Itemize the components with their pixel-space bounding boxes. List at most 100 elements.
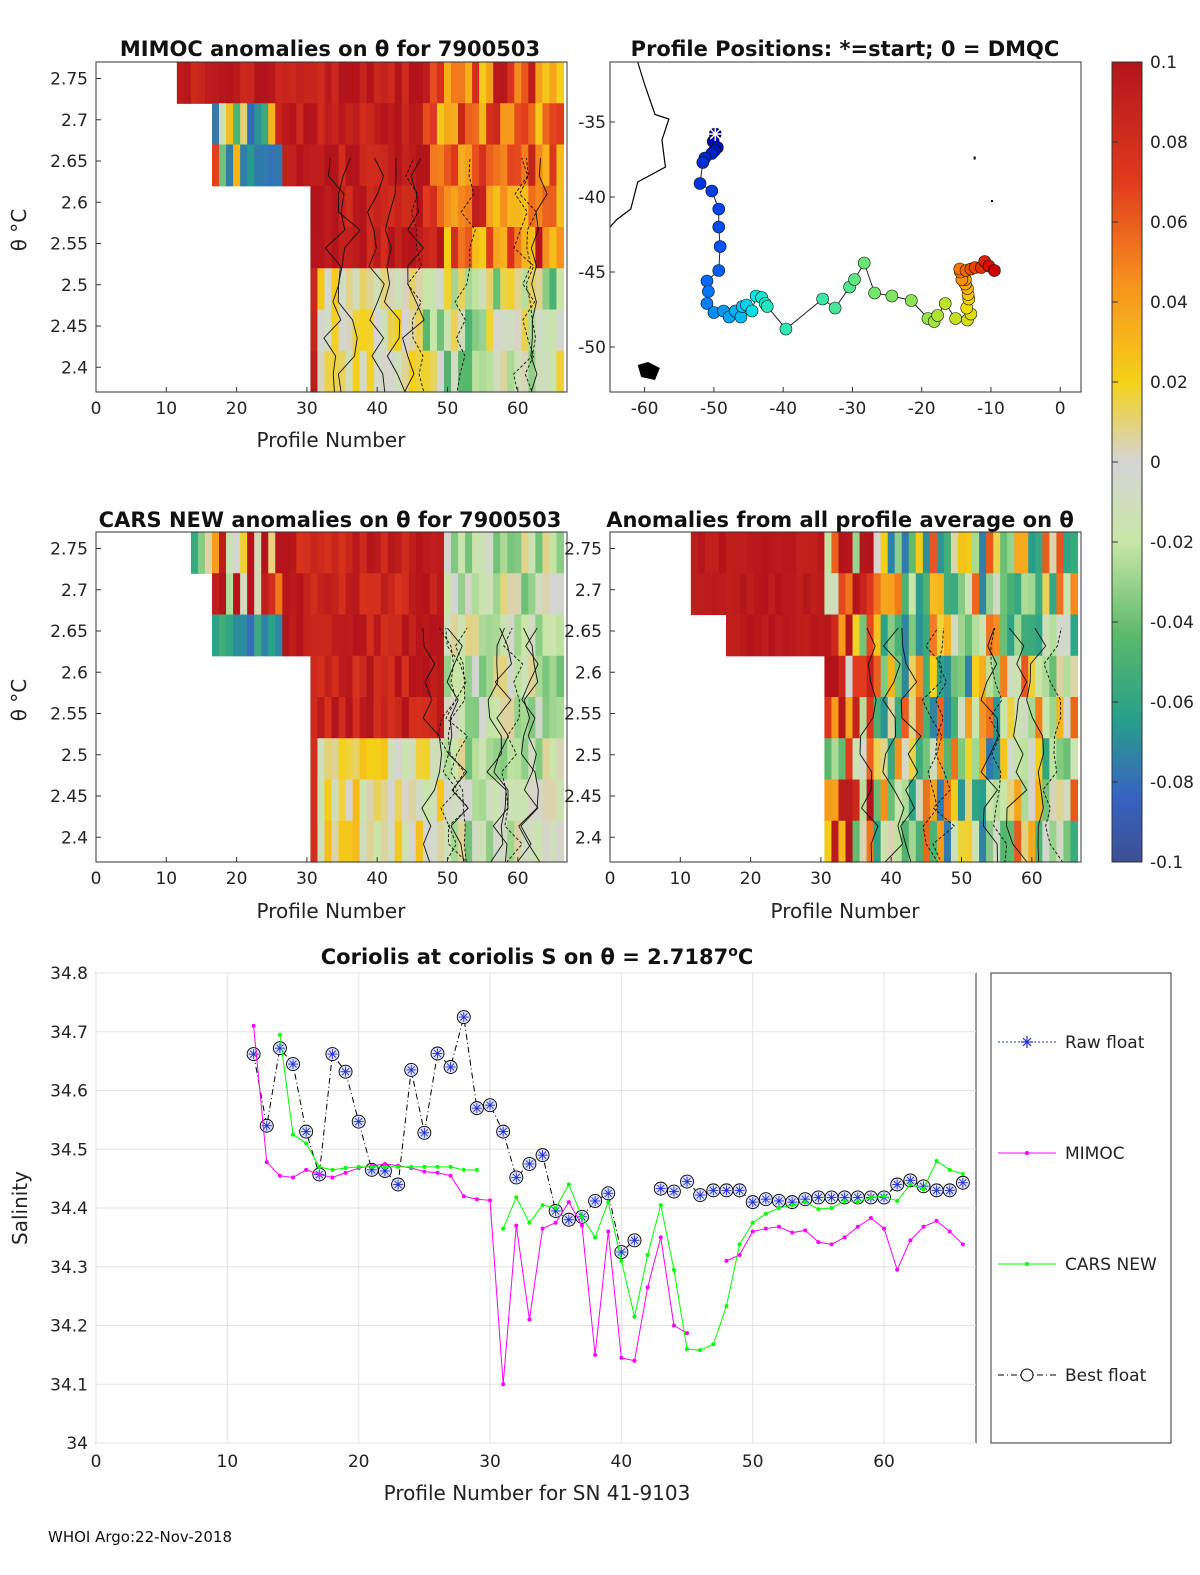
heatmap-cell (1049, 573, 1057, 616)
x-tick-label: 50 (951, 869, 973, 889)
heatmap-cell (929, 820, 938, 863)
heatmap-cell (296, 103, 304, 146)
heatmap-cell (761, 614, 769, 657)
heatmap-cell (528, 144, 536, 187)
data-point (527, 1220, 532, 1225)
heatmap-cell (838, 532, 847, 574)
heatmap-cell (542, 103, 551, 146)
data-point (921, 1224, 926, 1229)
heatmap-cell (324, 103, 333, 146)
heatmap-cell (929, 573, 938, 616)
heatmap-cell (972, 738, 980, 781)
heatmap-cell (711, 573, 720, 616)
heatmap-cell (247, 532, 255, 574)
best-float-marker (693, 1188, 708, 1203)
x-tick-label: 20 (226, 399, 248, 419)
heatmap-cell (500, 350, 508, 393)
heatmap-cell (345, 268, 354, 311)
heatmap-cell (310, 350, 319, 393)
heatmap-cell (1070, 532, 1079, 574)
profile-marker (712, 264, 726, 277)
heatmap-cell (908, 532, 917, 574)
marker-star (893, 1180, 902, 1189)
heatmap-cell (894, 532, 903, 574)
marker-star (775, 1197, 783, 1205)
plot-frame (95, 61, 568, 393)
heatmap-cell (436, 144, 445, 187)
positions-title: Profile Positions: *=start; 0 = DMQC (631, 37, 1060, 61)
x-tick-label: 30 (296, 869, 318, 889)
heatmap-cell (831, 573, 840, 616)
data-point (579, 1223, 584, 1228)
heatmap-cell (275, 144, 283, 187)
heatmap-cell (1042, 532, 1050, 574)
heatmap-cell (929, 655, 938, 698)
heatmap-cell (247, 614, 255, 657)
heatmap-cell (401, 738, 410, 781)
best-float-marker (430, 1046, 445, 1061)
heatmap-cell (387, 268, 396, 311)
heatmap-cell (380, 820, 389, 863)
heatmap-cell (303, 532, 312, 574)
heatmap-cell (247, 144, 255, 187)
heatmap-cell (331, 738, 340, 781)
heatmap-cell (817, 573, 826, 616)
plot-frame (95, 531, 568, 863)
x-tick-label: 30 (810, 869, 832, 889)
y-tick-label: 34.8 (50, 964, 88, 984)
data-point (737, 1242, 742, 1247)
heatmap-cell (697, 532, 706, 574)
profile-marker (713, 240, 727, 253)
data-point (619, 1258, 624, 1263)
heatmap-cell (831, 532, 840, 574)
heatmap-cell (500, 655, 508, 698)
heatmap-cell (331, 350, 340, 393)
heatmap-cell (211, 532, 220, 574)
data-point (474, 1167, 479, 1172)
heatmap-cell (852, 779, 861, 822)
heatmap-cell (479, 738, 487, 781)
heatmap-cell (352, 350, 361, 393)
heatmap-cell (754, 614, 762, 657)
heatmap-cell (380, 227, 389, 269)
heatmap-cell (824, 655, 833, 698)
marker-star (604, 1189, 613, 1198)
best-float-marker (929, 1183, 944, 1198)
heatmap-cell (394, 655, 403, 698)
heatmap-cell (394, 268, 403, 311)
heatmap-cell (429, 655, 438, 698)
y-tick-label: 2.75 (50, 540, 88, 560)
heatmap-cell (711, 532, 720, 574)
y-tick-label: -50 (578, 338, 606, 358)
heatmap-cell (331, 103, 340, 146)
x-tick-label: 40 (611, 1452, 633, 1472)
heatmap-cell (873, 573, 882, 616)
heatmap-cell (380, 738, 389, 781)
heatmap-cell (359, 614, 368, 657)
heatmap-cell (1063, 655, 1072, 698)
heatmap-cell (1035, 820, 1043, 863)
heatmap-cell (936, 820, 945, 863)
heatmap-cell (282, 103, 290, 146)
heatmap-cell (338, 655, 347, 698)
heatmap-cell (366, 532, 375, 574)
best-float-marker (903, 1173, 918, 1188)
avg-heatmap-panel: 0 10 20 30 40 50 60 2.75 2.7 2.65 2.6 2.55 2.5 2.45 2.… (564, 531, 1082, 889)
heatmap-cell (1000, 697, 1008, 739)
salinity-legend: Raw float MIMOC CARS NEW Best float (990, 972, 1172, 1444)
marker-star (512, 1173, 521, 1182)
heatmap-cell (233, 614, 241, 657)
heatmap-cell (993, 820, 1001, 863)
heatmap-cell (338, 268, 347, 311)
heatmap-cell (380, 532, 389, 574)
heatmap-cell (479, 573, 487, 616)
heatmap-cell (436, 309, 445, 352)
heatmap-cell (852, 697, 861, 739)
heatmap-cell (436, 820, 445, 863)
best-float-marker (588, 1193, 603, 1208)
heatmap-cell (866, 697, 875, 739)
heatmap-cell (1007, 697, 1015, 739)
heatmap-cell (549, 309, 558, 352)
heatmap-cell (535, 697, 543, 739)
heatmap-cell (465, 697, 473, 739)
